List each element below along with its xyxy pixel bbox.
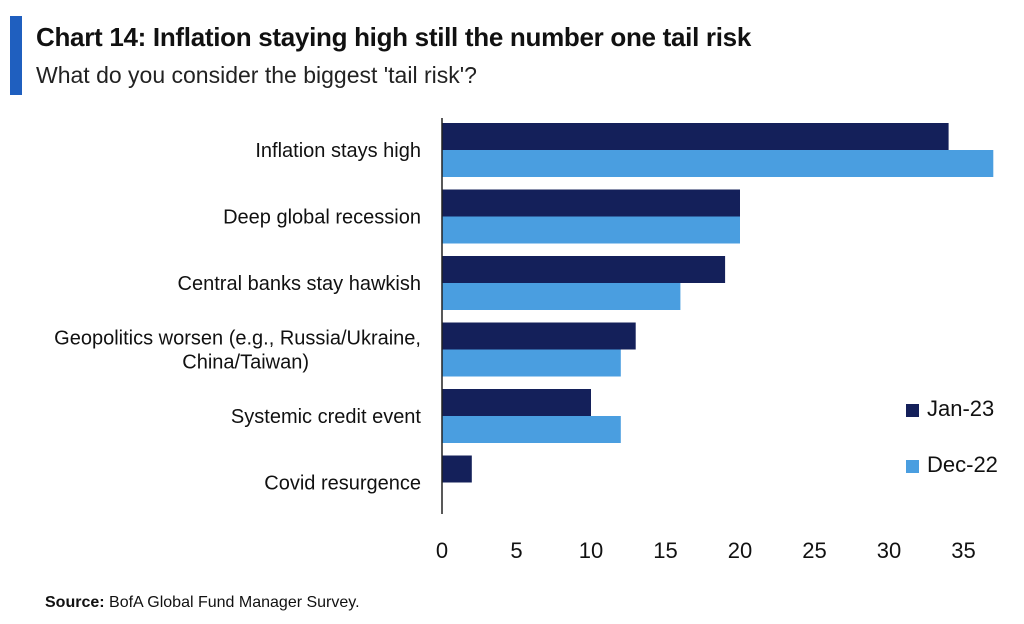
bar-jan-23-0 — [442, 123, 949, 150]
category-label-4: Systemic credit event — [231, 406, 422, 428]
bar-jan-23-2 — [442, 256, 726, 283]
x-tick-label-0: 0 — [436, 538, 448, 563]
chart-subtitle: What do you consider the biggest 'tail r… — [36, 62, 477, 88]
bar-dec-22-4 — [442, 416, 621, 443]
category-label-5: Covid resurgence — [264, 473, 421, 495]
bar-jan-23-4 — [442, 389, 591, 416]
legend-swatch-dec-22 — [906, 459, 919, 473]
category-label-3-line-1: China/Taiwan) — [182, 352, 309, 374]
legend-label-jan-23: Jan-23 — [927, 396, 995, 421]
legend-item-jan-23: Jan-23 — [906, 396, 994, 422]
x-tick-label-20: 20 — [728, 538, 752, 563]
category-label-3-line-0: Geopolitics worsen (e.g., Russia/Ukraine… — [54, 328, 421, 350]
bar-jan-23-1 — [442, 189, 740, 217]
title-accent-bar — [10, 16, 22, 95]
bar-dec-22-2 — [442, 283, 681, 310]
legend-swatch-jan-23 — [906, 403, 919, 417]
legend-label-dec-22: Dec-22 — [927, 452, 998, 477]
bar-dec-22-0 — [442, 150, 994, 177]
source-label: Source: — [45, 594, 105, 611]
source-note: Source: BofA Global Fund Manager Survey. — [45, 594, 360, 612]
x-tick-label-35: 35 — [951, 538, 975, 563]
x-tick-label-25: 25 — [802, 538, 826, 563]
x-tick-label-30: 30 — [877, 538, 901, 563]
legend-item-dec-22: Dec-22 — [906, 452, 998, 478]
x-tick-label-5: 5 — [510, 538, 522, 563]
bar-dec-22-1 — [442, 216, 740, 244]
x-tick-label-10: 10 — [579, 538, 603, 563]
source-text: BofA Global Fund Manager Survey. — [109, 594, 360, 611]
x-tick-label-15: 15 — [653, 538, 677, 563]
category-label-1: Deep global recession — [223, 207, 421, 229]
bar-dec-22-3 — [442, 349, 621, 377]
bar-jan-23-3 — [442, 322, 636, 350]
category-label-0: Inflation stays high — [255, 140, 421, 162]
category-label-2: Central banks stay hawkish — [178, 273, 421, 295]
bar-jan-23-5 — [442, 455, 472, 483]
chart-title: Chart 14: Inflation staying high still t… — [36, 22, 751, 52]
